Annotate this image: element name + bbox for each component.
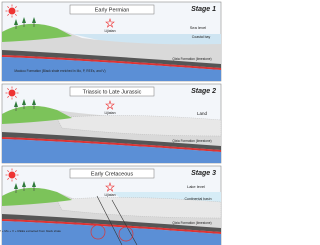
lake-level-label: Lake level [187, 184, 205, 189]
site-star [105, 182, 115, 192]
figure: Early Permian Stage 1 Sea level Lijiatan Coa… [0, 1, 222, 245]
limestone-layer [2, 221, 221, 245]
site-star [105, 100, 115, 110]
stage-label: Stage 2 [191, 88, 216, 95]
sediment [56, 197, 222, 219]
sun-ray [14, 170, 17, 173]
limestone-label: Qixia Formation (limestone) [172, 221, 211, 225]
sun-ray [14, 6, 17, 9]
sun-ray [14, 95, 17, 98]
shale-label: Maokou Formation (Black shale enriched i… [14, 69, 105, 73]
tree-crown [22, 17, 26, 23]
stage-panel: Early Permian Stage 1 Sea level Lijiatan Coa… [1, 1, 222, 82]
sediment [56, 115, 222, 137]
tree-crown [22, 181, 26, 187]
stage-label: Stage 1 [191, 6, 216, 13]
sun-ray [14, 13, 17, 16]
period-title: Early Cretaceous [91, 171, 133, 177]
basin-label: Continental basin [184, 197, 211, 201]
sun-icon [8, 171, 16, 179]
tree-crown [32, 181, 36, 187]
sun-ray [7, 13, 10, 16]
bay-label: Coastal bay [192, 35, 211, 39]
vegetated-land [2, 187, 72, 206]
extraction-site [90, 224, 106, 240]
enriched-layer [2, 219, 221, 234]
period-box [69, 4, 155, 15]
stage-panel: Triassic to Late Jurassic Stage 2 Lijiatan… [1, 83, 222, 164]
black-shale-layer [2, 132, 221, 150]
land-label: Land [197, 111, 208, 116]
period-box [69, 86, 155, 97]
sun-ray [7, 95, 10, 98]
black-shale-layer [2, 50, 221, 68]
tree-crown [32, 99, 36, 105]
extraction-label: P + Mo + V + REEs extracted from black s… [0, 229, 61, 233]
fault [96, 195, 138, 245]
tree-crown [14, 19, 18, 25]
sun-ray [7, 6, 10, 9]
limestone-label: Qixia Formation (limestone) [172, 57, 211, 61]
tree-crown [14, 183, 18, 189]
tree-crown [22, 99, 26, 105]
stage-label: Stage 3 [191, 170, 216, 177]
extraction-site [118, 226, 134, 242]
limestone-label: Qixia Formation (limestone) [172, 139, 211, 143]
vegetated-land [2, 23, 72, 42]
enriched-layer [2, 137, 221, 152]
site-label: Lijiatan [104, 111, 115, 115]
tree-crown [14, 101, 18, 107]
site-label: Lijiatan [104, 29, 115, 33]
period-box [69, 168, 155, 179]
limestone-layer [2, 139, 221, 163]
sun-icon [8, 7, 16, 15]
vegetated-land [2, 105, 72, 124]
sun-ray [7, 177, 10, 180]
sun-icon [8, 89, 16, 97]
black-shale-layer [2, 214, 221, 232]
period-title: Triassic to Late Jurassic [83, 89, 142, 95]
sea-level-label: Sea level [190, 25, 207, 30]
period-title: Early Permian [95, 7, 130, 13]
site-label: Lijiatan [104, 193, 115, 197]
tree-crown [32, 17, 36, 23]
stage-panel: Early Cretaceous Stage 3 Lake level Lijiata… [0, 165, 222, 245]
sun-ray [14, 177, 17, 180]
sun-ray [7, 88, 10, 91]
sun-ray [7, 170, 10, 173]
limestone-layer [2, 57, 221, 81]
enriched-layer [2, 55, 221, 70]
sun-ray [14, 88, 17, 91]
site-star [105, 18, 115, 28]
